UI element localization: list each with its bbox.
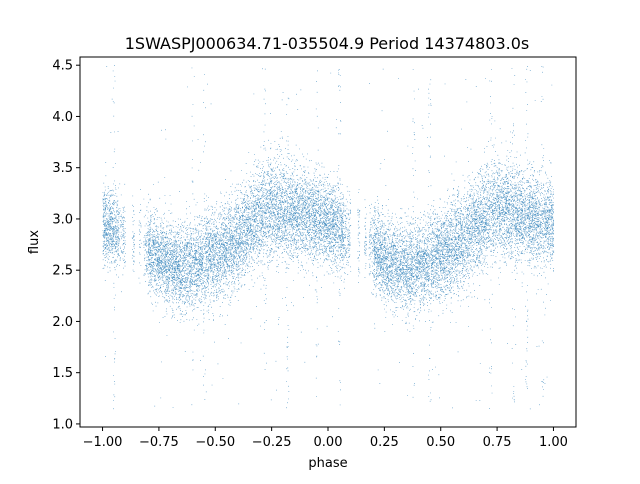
y-tick-label: 3.5 — [52, 161, 73, 176]
y-tick-label: 3.0 — [52, 212, 73, 227]
x-axis-label: phase — [308, 456, 347, 471]
y-tick-label: 1.5 — [52, 366, 73, 381]
x-tick-label: −0.25 — [252, 435, 292, 450]
x-tick-label: −0.50 — [195, 435, 235, 450]
x-tick-label: 0.00 — [314, 435, 343, 450]
x-tick-label: 1.00 — [539, 435, 568, 450]
x-tick-label: 0.75 — [483, 435, 512, 450]
data-points — [102, 65, 555, 410]
chart-title: 1SWASPJ000634.71-035504.9 Period 1437480… — [125, 34, 530, 53]
plot-frame — [79, 56, 577, 428]
y-tick-label: 4.0 — [52, 110, 73, 125]
scatter-points — [102, 65, 555, 410]
y-tick-label: 2.5 — [52, 264, 73, 279]
y-tick-label: 4.5 — [52, 59, 73, 74]
x-tick-label: −1.00 — [83, 435, 123, 450]
x-tick-label: −0.75 — [139, 435, 179, 450]
y-tick-label: 2.0 — [52, 315, 73, 330]
y-axis-label: flux — [27, 230, 42, 254]
x-tick-label: 0.25 — [370, 435, 399, 450]
x-tick-label: 0.50 — [426, 435, 455, 450]
y-tick-label: 1.0 — [52, 417, 73, 432]
axis-ticks: −1.00 −0.75 −0.50 −0.25 0.00 0.25 0.50 0.75 1.00… — [52, 59, 568, 450]
